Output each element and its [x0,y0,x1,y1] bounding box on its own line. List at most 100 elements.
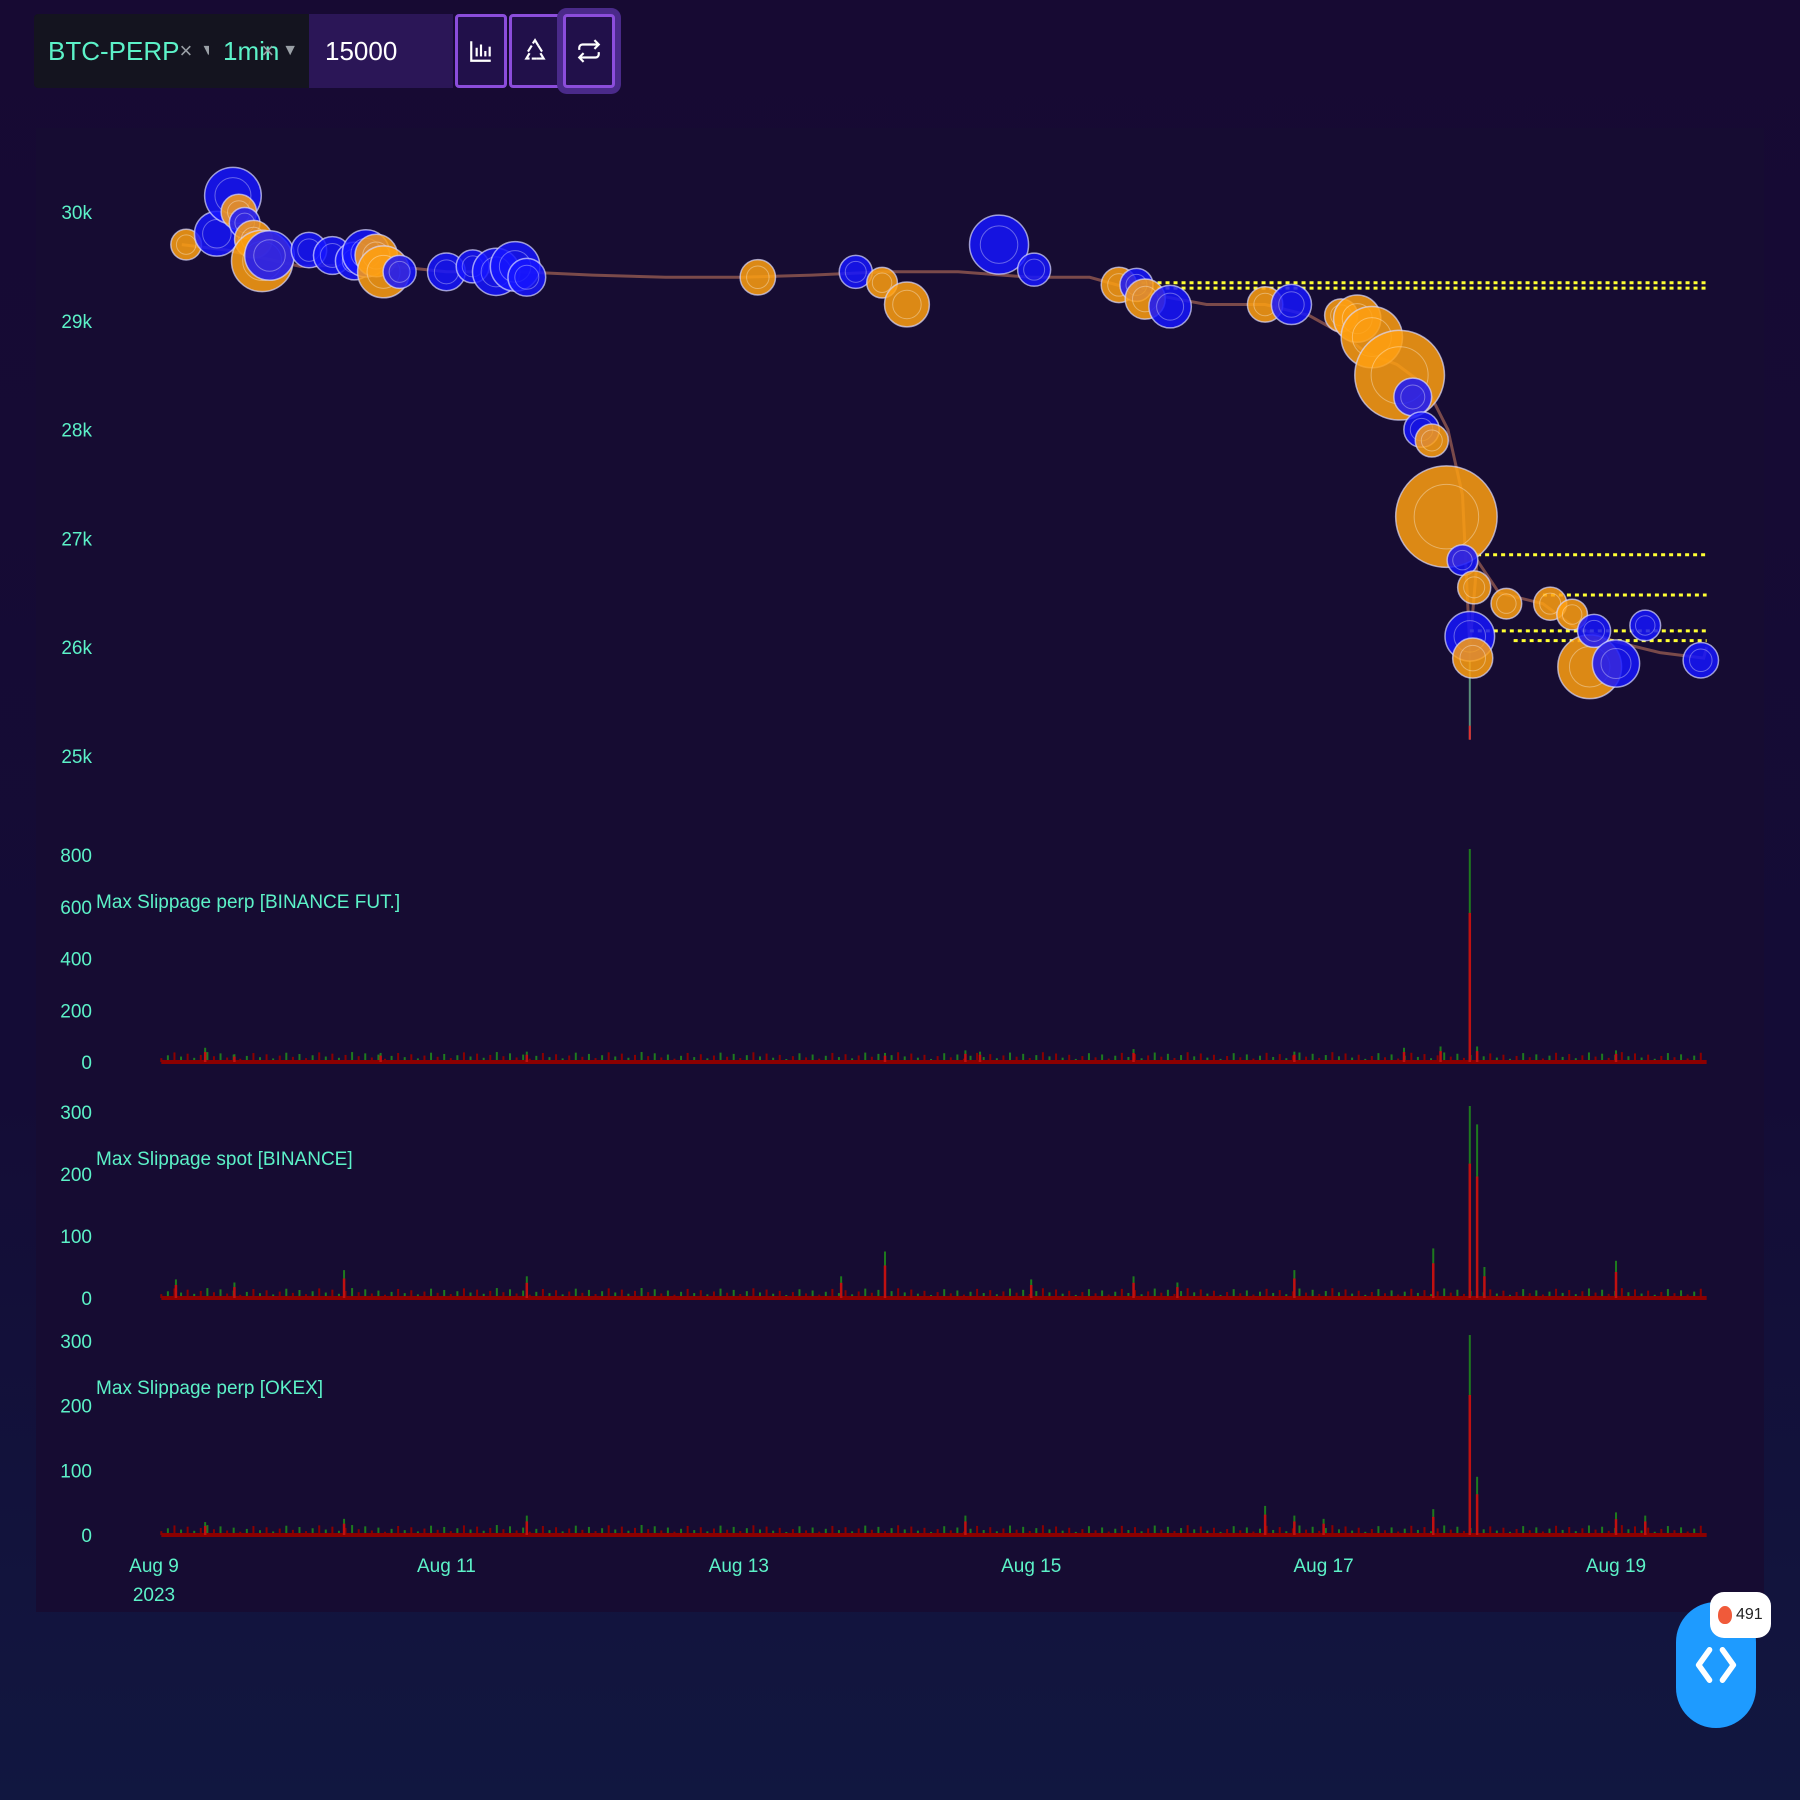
trade-bubble-circle [1451,637,1494,679]
trade-bubble-ring [979,225,1019,264]
trade-bubble-ring [1463,576,1486,599]
trade-bubble-circle [1576,613,1612,649]
interval-select[interactable]: 1min × ▼ [209,14,309,88]
recycle-button[interactable] [509,14,561,88]
trade-bubble [1576,613,1612,649]
trade-bubble-ring [892,289,922,320]
trade-bubble-circle [968,214,1030,275]
trade-bubble [883,281,931,328]
chevron-down-icon[interactable]: ▼ [282,42,299,59]
trade-bubble-ring [1561,604,1583,625]
trade-bubble-circle [507,257,547,297]
bar-chart-icon [470,41,491,62]
trade-bubble-circle [243,229,296,282]
trade-bubble [1451,637,1494,679]
trade-bubble-circle [1414,423,1450,458]
chart-toolbar: BTC-PERP × ▼ 1min × ▼ [34,14,615,88]
code-icon [1695,1647,1737,1683]
slippage-axis-tick: 0 [81,1053,92,1074]
slippage-axis-tick: 300 [60,1103,92,1124]
trade-bubble-ring [1583,619,1606,642]
slippage-axis-tick: 200 [60,1165,92,1186]
repeat-icon [577,39,601,63]
time-axis-tick: Aug 13 [709,1556,769,1577]
trade-bubble [1394,465,1498,569]
slippage-axis-tick: 0 [81,1289,92,1310]
time-axis-tick: Aug 19 [1586,1556,1646,1577]
slippage-axis-tick: 600 [60,898,92,919]
slippage-axis-tick: 800 [60,846,92,867]
interval-value: 1min [223,35,280,66]
plot-area [36,128,1764,1612]
symbol-select[interactable]: BTC-PERP × ▼ [34,14,216,88]
repeat-button[interactable] [563,14,615,88]
trade-bubble-ring [1420,429,1443,452]
trade-bubble [1490,587,1523,620]
time-axis-tick: Aug 11 [417,1556,476,1577]
time-axis-tick: Aug 15 [1001,1556,1061,1577]
time-axis-tick: Aug 9 [129,1556,179,1577]
price-axis-tick: 29k [61,312,92,333]
alert-icon [1718,1606,1732,1624]
trade-bubble-ring [1023,258,1046,281]
trade-bubble [1016,252,1052,287]
time-axis-tick: Aug 17 [1293,1556,1353,1577]
trade-bubble [1270,283,1313,326]
notification-count: 491 [1736,1606,1763,1623]
trade-bubble-circle [1490,587,1523,620]
trade-bubble-ring [1600,648,1632,680]
trade-bubble-circle [1016,252,1052,287]
trade-bubble [1591,639,1641,688]
trade-bubble-circle [1148,284,1193,329]
trade-bubble-ring [175,234,197,255]
price-axis-tick: 26k [61,638,92,659]
trade-bubble-circle [1591,639,1641,688]
price-axis-tick: 27k [61,529,92,550]
slippage-panel-title: Max Slippage perp [OKEX] [96,1378,323,1399]
trade-bubble-ring [1413,483,1480,550]
trade-bubble [382,254,417,290]
trade-bubble-ring [1459,644,1486,672]
trade-bubble-circle [1393,377,1433,417]
slippage-axis-tick: 400 [60,950,92,971]
slippage-axis-tick: 200 [60,1001,92,1022]
trade-bubble [1393,377,1433,417]
trade-bubble [838,254,874,290]
trade-bubble-circle [1394,465,1498,569]
price-axis-tick: 28k [61,421,92,442]
trade-bubble [1456,570,1492,605]
trade-bubble-circle [1682,641,1720,679]
slippage-axis-tick: 200 [60,1397,92,1418]
trade-bubble-ring [746,265,770,290]
price-axis-tick: 30k [61,203,92,224]
clear-icon[interactable]: × [179,38,193,63]
notification-badge[interactable]: 491 [1710,1592,1771,1638]
time-axis-year: 2023 [133,1585,175,1606]
trade-bubble [1414,423,1450,458]
trade-bubble [1446,544,1479,577]
trade-bubble-ring [1496,593,1517,614]
recycle-icon [524,38,546,60]
trade-bubble [1148,284,1193,329]
price-axis-tick: 25k [61,747,92,768]
quantity-input[interactable] [309,14,453,88]
slippage-panel-title: Max Slippage perp [BINANCE FUT.] [96,892,400,913]
symbol-value: BTC-PERP [48,35,180,66]
trade-bubble-circle [1629,609,1662,642]
trade-bubble-ring [844,260,867,283]
slippage-axis-tick: 100 [60,1227,92,1248]
trade-bubble [968,214,1030,275]
slippage-panel-title: Max Slippage spot [BINANCE] [96,1149,353,1170]
clear-icon[interactable]: × [261,38,275,63]
trade-bubble-circle [1270,283,1313,326]
trade-bubble [1682,641,1720,679]
trade-bubble-ring [388,260,411,283]
trade-bubble [507,257,547,297]
bar-chart-button[interactable] [455,14,507,88]
trade-bubble-circle [382,254,417,290]
slippage-axis-tick: 0 [81,1526,92,1547]
trade-bubble-circle [739,258,777,296]
trade-bubble-ring [871,272,893,293]
trade-bubble-ring [1634,615,1656,636]
